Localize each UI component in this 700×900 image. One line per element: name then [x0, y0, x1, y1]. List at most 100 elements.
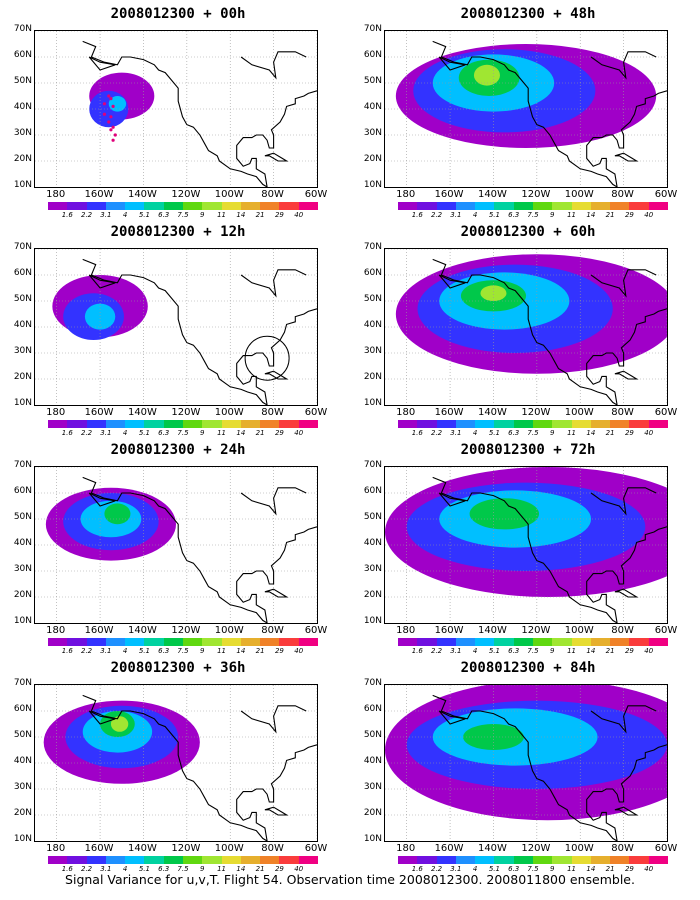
colorbar-swatch	[552, 202, 572, 210]
colorbar-label: 14	[236, 429, 246, 437]
lat-tick-label: 60N	[13, 50, 32, 60]
colorbar-label: 7.5	[527, 429, 539, 437]
colorbar-swatch	[571, 202, 591, 210]
colorbar-label: 3.1	[450, 647, 462, 655]
figure-caption: Signal Variance for u,v,T. Flight 54. Ob…	[65, 872, 635, 887]
colorbar-swatch	[532, 638, 553, 646]
lon-tick-label: 80W	[261, 189, 284, 200]
lon-tick-label: 80W	[611, 625, 634, 636]
colorbar-swatch	[163, 420, 183, 428]
lat-tick-label: 20N	[363, 808, 382, 818]
colorbar-label: 5.1	[488, 429, 500, 437]
colorbar-label: 40	[644, 647, 654, 655]
lat-tick-label: 50N	[13, 294, 32, 304]
colorbar-label: 1.6	[411, 211, 423, 219]
colorbar-label: 4	[472, 647, 478, 655]
colorbar-label: 29	[624, 865, 634, 873]
lat-tick-label: 10N	[363, 398, 382, 408]
coastline	[82, 40, 317, 187]
colorbar-swatch	[182, 638, 203, 646]
lon-tick-label: 140W	[127, 625, 157, 636]
lon-tick-label: 160W	[84, 189, 114, 200]
lon-tick-label: 160W	[434, 407, 464, 418]
variance-contour	[473, 64, 500, 86]
lat-tick-label: 10N	[13, 180, 32, 190]
colorbar-label: 11	[567, 865, 577, 873]
lon-tick-label: 180	[396, 625, 416, 636]
colorbar-label: 29	[274, 211, 284, 219]
colorbar-swatch	[610, 856, 630, 864]
lon-tick-label: 100W	[564, 189, 594, 200]
colorbar-label: 1.6	[61, 865, 73, 873]
lat-tick-label: 70N	[13, 460, 32, 470]
colorbar-swatch	[48, 202, 68, 210]
colorbar-label: 29	[624, 211, 634, 219]
lat-tick-label: 20N	[13, 590, 32, 600]
lon-tick-label: 60W	[654, 843, 678, 854]
lon-tick-label: 100W	[564, 625, 594, 636]
colorbar-swatch	[279, 638, 299, 646]
colorbar-label: 11	[217, 429, 227, 437]
colorbar-swatch	[629, 202, 649, 210]
lon-tick-label: 180	[46, 407, 66, 418]
coastline	[432, 476, 667, 623]
lat-tick-label: 20N	[363, 590, 382, 600]
colorbar-label: 40	[294, 429, 304, 437]
panel-title: 2008012300 + 84h	[460, 660, 596, 676]
grid-lines	[385, 31, 667, 187]
colorbar-label: 3.1	[450, 429, 462, 437]
lon-tick-label: 120W	[171, 625, 201, 636]
lat-tick-label: 40N	[13, 102, 32, 112]
colorbar-swatch	[144, 420, 164, 428]
colorbar-label: 14	[236, 647, 246, 655]
lat-tick-label: 50N	[363, 512, 382, 522]
colorbar-swatch	[144, 202, 164, 210]
lon-tick-label: 180	[396, 843, 416, 854]
lon-tick-label: 140W	[127, 407, 157, 418]
lat-tick-label: 40N	[13, 756, 32, 766]
colorbar-label: 21	[605, 429, 615, 437]
colorbar-label: 7.5	[177, 647, 189, 655]
colorbar-label: 14	[236, 211, 246, 219]
colorbar-swatch	[455, 856, 476, 864]
lat-tick-label: 60N	[363, 704, 382, 714]
lat-tick-label: 40N	[363, 320, 382, 330]
colorbar-label: 6.3	[508, 211, 520, 219]
colorbar-label: 3.1	[100, 429, 112, 437]
colorbar-label: 11	[567, 211, 577, 219]
colorbar-swatch	[513, 420, 533, 428]
lat-tick-label: 50N	[363, 76, 382, 86]
lat-tick-label: 60N	[13, 486, 32, 496]
coastline	[432, 258, 667, 405]
colorbar-label: 1.6	[411, 647, 423, 655]
lat-tick-label: 20N	[363, 154, 382, 164]
colorbar-label: 21	[255, 211, 265, 219]
colorbar-label: 29	[274, 429, 284, 437]
colorbar-swatch	[125, 420, 145, 428]
map-canvas	[35, 467, 317, 623]
variance-map	[384, 466, 668, 624]
variance-map	[34, 466, 318, 624]
colorbar-label: 21	[255, 865, 265, 873]
lon-tick-label: 120W	[521, 189, 551, 200]
lat-tick-label: 70N	[363, 460, 382, 470]
colorbar-swatch	[455, 638, 476, 646]
lon-tick-label: 80W	[611, 189, 634, 200]
colorbar-label: 40	[294, 865, 304, 873]
lon-tick-label: 100W	[214, 625, 244, 636]
map-canvas	[385, 249, 667, 405]
colorbar	[48, 420, 318, 428]
colorbar-swatch	[571, 856, 591, 864]
colorbar-label: 1.6	[61, 429, 73, 437]
lon-tick-label: 180	[396, 189, 416, 200]
colorbar-label: 5.1	[488, 647, 500, 655]
colorbar	[398, 420, 668, 428]
grid-lines	[35, 249, 317, 405]
colorbar-swatch	[182, 420, 203, 428]
lon-tick-label: 80W	[611, 843, 634, 854]
colorbar-swatch	[105, 638, 126, 646]
variance-contour	[84, 303, 116, 330]
grid-lines	[385, 685, 667, 841]
coastline	[82, 476, 317, 623]
lon-tick-label: 160W	[84, 407, 114, 418]
